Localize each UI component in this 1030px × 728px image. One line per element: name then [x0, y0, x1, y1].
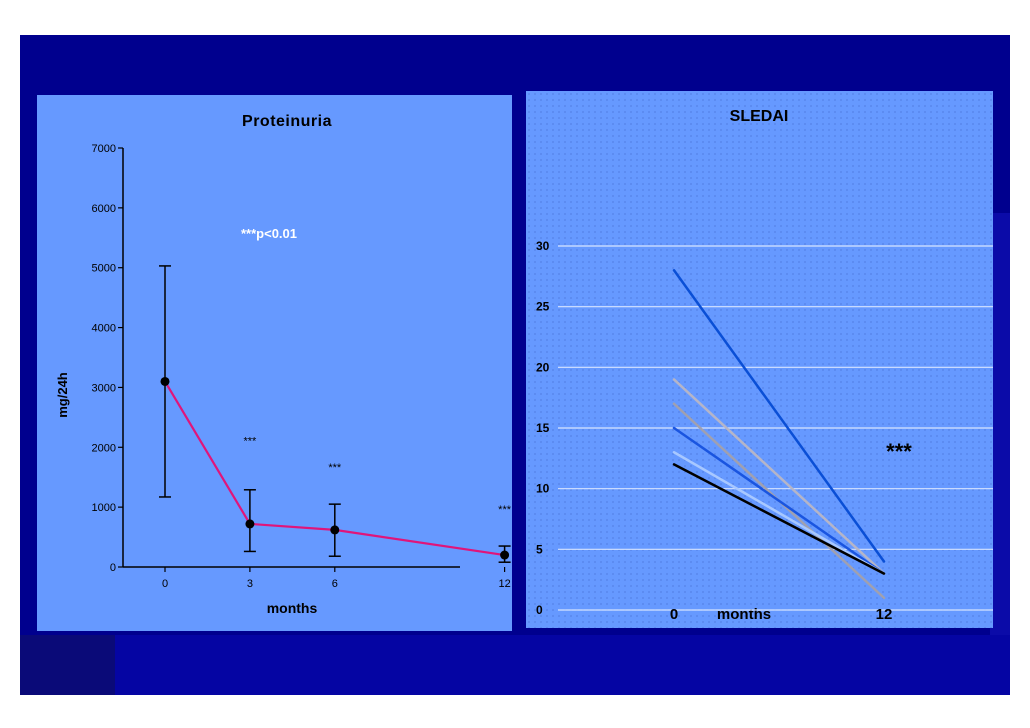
patient-line	[672, 426, 886, 575]
y-tick-label: 1000	[92, 502, 116, 514]
proteinuria-chart-panel: Proteinuria mg/24h months 0 1000 2000 3000 4…	[37, 95, 512, 631]
patient-line	[672, 463, 886, 575]
y-tick-label: 25	[536, 300, 550, 314]
chart-title: Proteinuria	[242, 113, 332, 130]
y-tick-label: 4000	[92, 323, 116, 335]
y-tick-label: 10	[536, 482, 550, 496]
y-axis-label: mg/24h	[55, 372, 70, 418]
y-tick-label: 0	[536, 603, 543, 617]
x-tick-label: 12	[876, 606, 893, 623]
y-tick-label: 0	[110, 562, 116, 574]
series-line	[164, 380, 505, 557]
patient-line	[672, 378, 886, 575]
data-point	[330, 525, 340, 535]
x-tick-label: 0	[162, 578, 168, 590]
slide-decoration-left	[20, 635, 115, 695]
x-tick-label: 12	[498, 578, 510, 590]
x-axis-label: months	[267, 600, 318, 616]
patient-line	[672, 269, 886, 563]
chart-title: SLEDAI	[730, 108, 789, 125]
data-point	[245, 519, 255, 529]
proteinuria-chart: Proteinuria mg/24h months 0 1000 2000 3000 4…	[55, 113, 512, 616]
y-tick-label: 7000	[92, 143, 116, 155]
x-axis-label: months	[717, 606, 771, 623]
y-tick-label: 30	[536, 239, 550, 253]
y-tick-label: 3000	[92, 382, 116, 394]
slide-background: Proteinuria mg/24h months 0 1000 2000 3000 4…	[20, 35, 1010, 695]
y-tick-label: 20	[536, 360, 550, 374]
significance-annotation: ***p<0.01	[241, 226, 297, 241]
y-tick-label: 15	[536, 421, 550, 435]
significance-marker: ***	[328, 462, 342, 474]
data-point	[160, 376, 170, 386]
slide-decoration-right	[990, 213, 1010, 635]
y-tick-label: 5000	[92, 263, 116, 275]
x-tick-label: 6	[332, 578, 338, 590]
x-tick-label: 3	[247, 578, 253, 590]
patient-line	[672, 451, 886, 575]
y-tick-label: 6000	[92, 203, 116, 215]
data-point	[500, 550, 510, 560]
significance-marker: ***	[498, 504, 512, 516]
significance-marker: ***	[243, 435, 257, 447]
x-tick-label: 0	[670, 606, 678, 623]
y-tick-label: 5	[536, 542, 543, 556]
y-tick-label: 2000	[92, 442, 116, 454]
sledai-chart-panel: SLEDAI months *** 0 5 10 15 20 25 30 0 12	[526, 91, 993, 628]
slide-decoration-bottom	[115, 635, 1010, 695]
sledai-chart: SLEDAI months *** 0 5 10 15 20 25 30 0 12	[536, 108, 993, 623]
significance-annotation: ***	[886, 439, 912, 464]
